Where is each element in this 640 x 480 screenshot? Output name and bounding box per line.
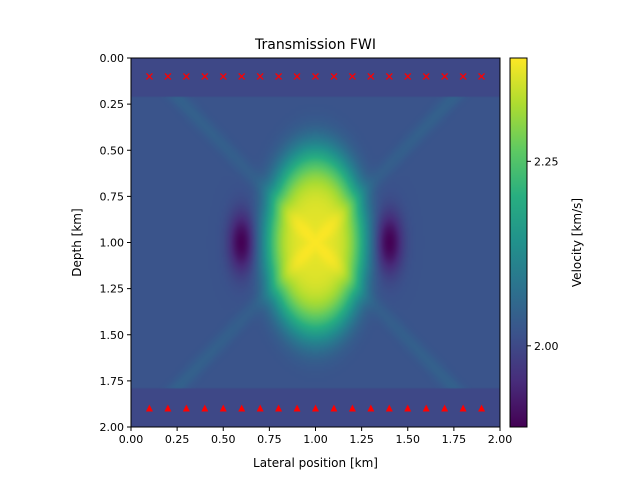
x-tick-label: 1.75: [442, 433, 467, 446]
receiver-marker: [275, 404, 283, 412]
y-tick-label: 0.00: [100, 52, 125, 65]
y-tick-label: 1.25: [100, 283, 125, 296]
source-marker: [330, 72, 338, 80]
source-marker: [422, 72, 430, 80]
y-tick-label: 1.50: [100, 329, 125, 342]
source-marker: [459, 72, 467, 80]
source-marker: [219, 72, 227, 80]
receiver-marker: [348, 404, 356, 412]
source-marker: [348, 72, 356, 80]
x-axis-ticks: 0.00 0.25 0.50 0.75 1.00 1.25 1.50 1.75 2.00: [119, 427, 513, 446]
receiver-marker: [201, 404, 209, 412]
y-tick-label: 0.75: [100, 190, 125, 203]
colorbar: [509, 57, 528, 428]
source-marker: [182, 72, 190, 80]
y-tick-label: 0.50: [100, 144, 125, 157]
source-marker: [367, 72, 375, 80]
x-tick-label: 0.75: [257, 433, 282, 446]
receiver-marker: [330, 404, 338, 412]
receiver-marker: [367, 404, 375, 412]
source-marker: [145, 72, 153, 80]
y-axis-label: Depth [km]: [70, 208, 84, 276]
receiver-markers: [145, 404, 486, 412]
y-tick-label: 1.75: [100, 375, 125, 388]
source-markers: [145, 72, 486, 80]
receiver-marker: [182, 404, 190, 412]
source-marker: [312, 72, 319, 80]
x-tick-label: 0.00: [119, 433, 144, 446]
source-marker: [385, 72, 393, 80]
colorbar-label: Velocity [km/s]: [570, 198, 584, 287]
colorbar-tick-label: 2.00: [534, 340, 559, 353]
receiver-marker: [478, 404, 486, 412]
x-tick-label: 2.00: [488, 433, 513, 446]
receiver-marker: [238, 404, 246, 412]
source-marker: [478, 72, 486, 80]
source-marker: [164, 72, 172, 80]
receiver-marker: [145, 404, 153, 412]
y-axis-ticks: 0.00 0.25 0.50 0.75 1.00 1.25 1.50 1.75 2.00: [100, 52, 131, 434]
y-tick-label: 0.25: [100, 98, 125, 111]
receiver-marker: [293, 404, 301, 412]
colorbar-tick-label: 2.25: [534, 155, 559, 168]
source-marker: [441, 72, 449, 80]
source-marker: [256, 72, 264, 80]
x-axis-label: Lateral position [km]: [253, 456, 378, 470]
source-marker: [238, 72, 246, 80]
colorbar-ticks: 2.00 2.25: [527, 155, 559, 353]
receiver-marker: [164, 404, 172, 412]
receiver-marker: [441, 404, 449, 412]
x-tick-label: 1.25: [349, 433, 374, 446]
receiver-marker: [256, 404, 264, 412]
receiver-marker: [404, 404, 412, 412]
x-tick-label: 1.00: [303, 433, 328, 446]
receiver-marker: [459, 404, 467, 412]
velocity-heatmap: [131, 58, 500, 427]
receiver-marker: [312, 404, 319, 412]
source-marker: [201, 72, 209, 80]
x-tick-label: 0.25: [165, 433, 190, 446]
chart-title: Transmission FWI: [254, 37, 376, 53]
source-marker: [404, 72, 412, 80]
receiver-marker: [219, 404, 227, 412]
x-tick-label: 0.50: [211, 433, 236, 446]
y-tick-label: 1.00: [100, 237, 125, 250]
receiver-marker: [422, 404, 430, 412]
source-marker: [293, 72, 301, 80]
receiver-marker: [385, 404, 393, 412]
y-tick-label: 2.00: [100, 421, 125, 434]
x-tick-label: 1.50: [396, 433, 421, 446]
source-marker: [275, 72, 283, 80]
